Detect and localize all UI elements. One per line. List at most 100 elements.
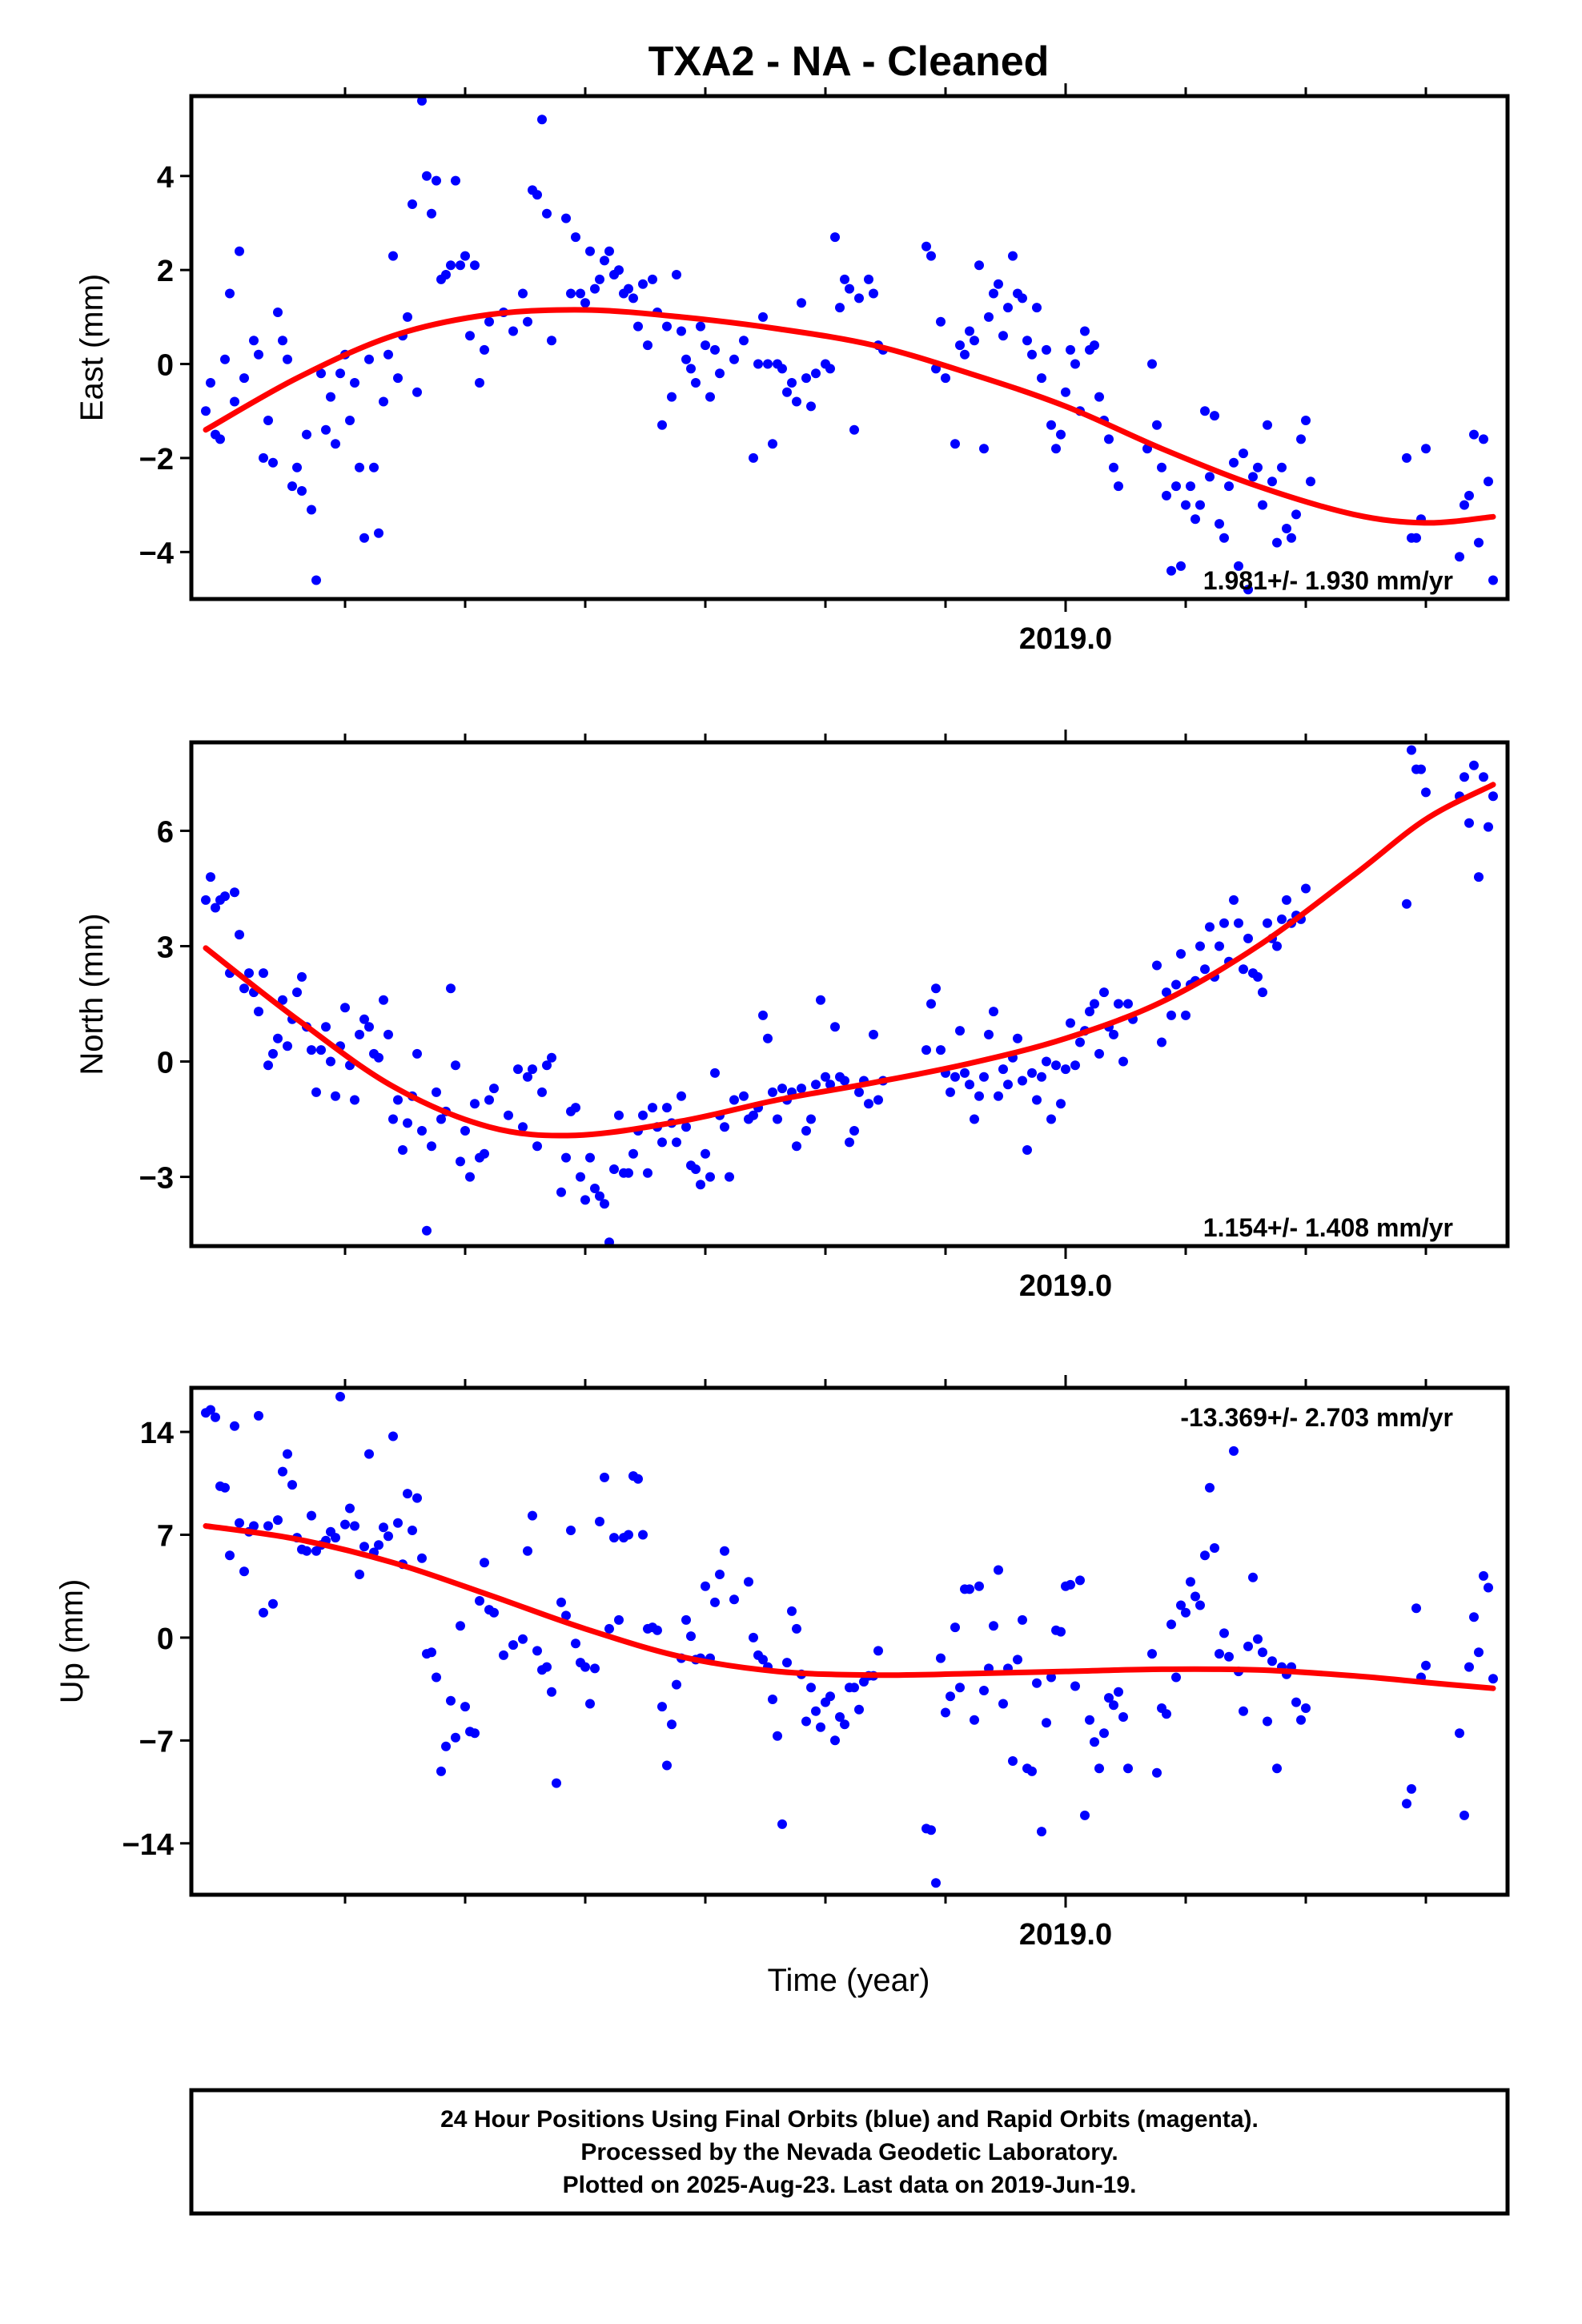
- data-point: [1287, 533, 1296, 543]
- data-point: [1123, 999, 1133, 1009]
- data-point: [398, 1145, 408, 1155]
- data-point: [936, 1653, 946, 1663]
- data-point: [379, 995, 388, 1005]
- data-point: [335, 368, 345, 379]
- y-axis-title: Up (mm): [54, 1579, 90, 1704]
- data-point: [1195, 941, 1205, 951]
- data-point: [321, 424, 331, 435]
- data-point: [686, 1631, 696, 1642]
- data-point: [1272, 537, 1282, 548]
- data-point: [1416, 764, 1426, 774]
- y-tick-label: −2: [139, 443, 174, 476]
- data-point: [672, 270, 681, 279]
- data-point: [609, 1164, 619, 1174]
- data-point: [1296, 1715, 1306, 1725]
- data-point: [446, 1695, 456, 1706]
- data-point: [681, 354, 691, 364]
- data-point: [921, 241, 931, 251]
- data-point: [1455, 1728, 1464, 1739]
- data-point: [624, 283, 633, 294]
- data-point: [576, 288, 585, 299]
- panel-1: −4 −2 0 2 4 2019.0 East (mm) 1.981+/- 1.930 mm/…: [74, 83, 1510, 656]
- data-point: [604, 1237, 614, 1246]
- data-point: [350, 1095, 359, 1105]
- data-point: [427, 208, 436, 219]
- data-point: [1258, 987, 1267, 998]
- data-point: [311, 575, 321, 585]
- data-point: [1200, 406, 1210, 416]
- data-point: [749, 1110, 758, 1120]
- data-point: [1152, 420, 1162, 430]
- data-point: [417, 96, 427, 106]
- data-point: [393, 373, 403, 384]
- data-point: [542, 1060, 552, 1071]
- data-point: [1205, 472, 1215, 482]
- data-point: [1085, 1007, 1094, 1017]
- data-point: [1090, 1737, 1099, 1747]
- data-point: [638, 1110, 648, 1120]
- data-point: [1229, 1445, 1239, 1456]
- data-point: [1042, 1056, 1051, 1067]
- data-point: [710, 344, 720, 355]
- data-point: [1080, 326, 1090, 336]
- data-point: [648, 1103, 657, 1113]
- data-point: [590, 283, 600, 294]
- data-point: [1152, 960, 1162, 971]
- data-point: [1267, 1656, 1277, 1667]
- data-point: [696, 1180, 705, 1190]
- data-point: [1229, 895, 1239, 905]
- data-point: [561, 1152, 571, 1163]
- data-point: [230, 1421, 239, 1431]
- data-point: [1248, 1572, 1258, 1582]
- data-point: [777, 1084, 787, 1094]
- data-point: [725, 1172, 734, 1182]
- data-point: [379, 396, 388, 407]
- data-point: [729, 354, 739, 364]
- data-point: [1258, 500, 1267, 510]
- data-point: [451, 1060, 460, 1071]
- data-point: [1104, 1693, 1114, 1703]
- data-point: [249, 336, 259, 346]
- data-point: [614, 1110, 624, 1120]
- data-point: [465, 331, 475, 341]
- data-point: [1157, 1037, 1166, 1047]
- data-point: [662, 1760, 672, 1771]
- data-point: [201, 406, 211, 416]
- data-point: [628, 1148, 638, 1159]
- data-point: [672, 1137, 681, 1148]
- data-point: [974, 1581, 984, 1591]
- data-point: [609, 1533, 619, 1543]
- data-point: [331, 1533, 340, 1543]
- data-point: [955, 340, 965, 351]
- data-point: [1469, 429, 1479, 440]
- data-point: [307, 1510, 316, 1521]
- data-point: [1027, 1766, 1037, 1776]
- data-point: [797, 1084, 806, 1094]
- data-point: [715, 368, 725, 379]
- data-point: [556, 1597, 566, 1607]
- data-point: [1301, 883, 1311, 894]
- data-point: [845, 1137, 854, 1148]
- data-point: [777, 1819, 787, 1829]
- data-point: [441, 1741, 451, 1751]
- data-point: [326, 1056, 335, 1067]
- data-point: [970, 1114, 979, 1124]
- data-point: [782, 1658, 792, 1668]
- data-point: [749, 1632, 758, 1642]
- data-point: [350, 1521, 359, 1531]
- data-point: [1171, 481, 1181, 492]
- data-point: [1291, 509, 1301, 520]
- data-point: [792, 1141, 801, 1152]
- data-point: [773, 1114, 782, 1124]
- data-point: [782, 387, 792, 397]
- data-point: [278, 995, 287, 1005]
- data-point: [456, 1621, 465, 1631]
- data-point: [648, 274, 657, 284]
- data-point: [950, 1072, 960, 1082]
- plot-frame: [189, 1385, 1510, 1897]
- data-point: [489, 1084, 499, 1094]
- data-point: [345, 416, 355, 425]
- data-point: [585, 1152, 595, 1163]
- data-point: [1018, 1614, 1027, 1625]
- data-point: [1066, 1579, 1075, 1590]
